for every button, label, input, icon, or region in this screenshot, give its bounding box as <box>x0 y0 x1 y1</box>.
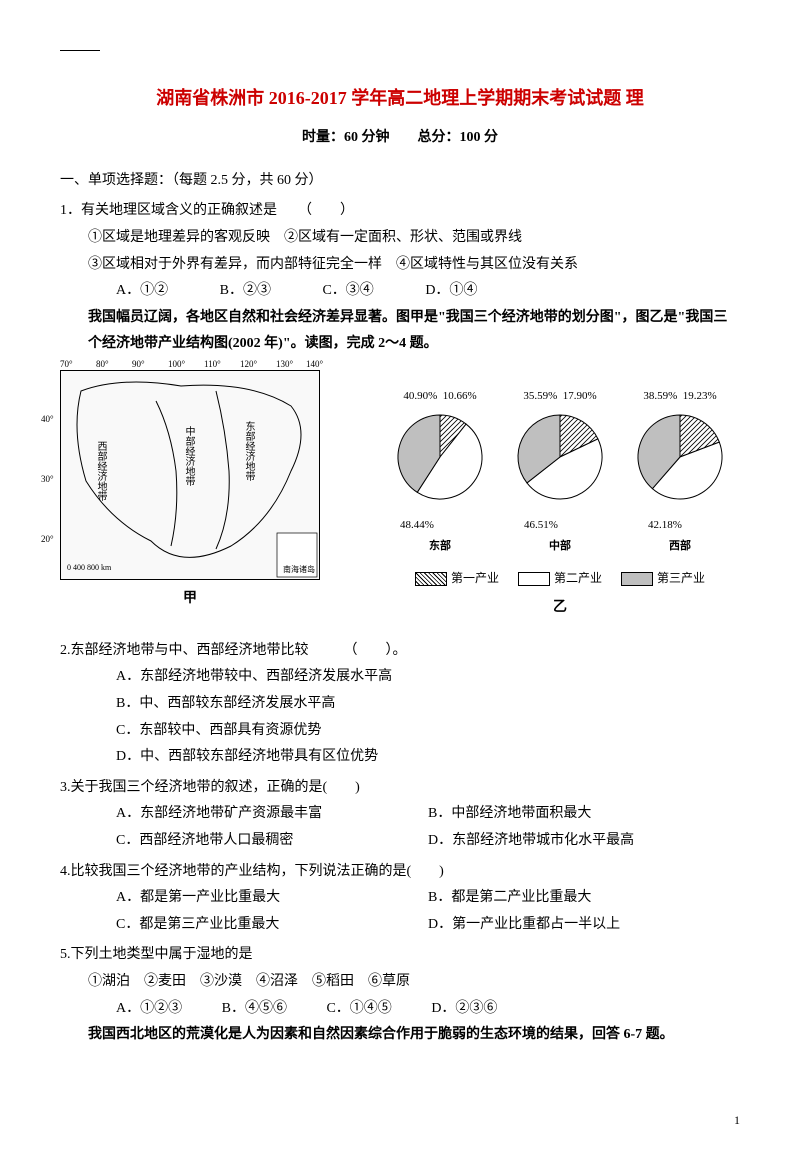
q4-D: D．第一产业比重都占一半以上 <box>428 912 740 939</box>
mid-p1-label: 17.90% <box>563 390 597 402</box>
pie-legend: 第一产业 第二产业 第三产业 <box>380 567 740 590</box>
header-line <box>60 50 100 51</box>
q2-B: B．中、西部较东部经济发展水平高 <box>60 691 740 718</box>
map-frame: 40° 30° 20° 西部经济地带 中部经济地带 东部经济地带 0 400 8… <box>60 370 320 580</box>
mid-p3-label: 35.59% <box>523 390 557 402</box>
intro-2-4: 我国幅员辽阔，各地区自然和社会经济差异显著。图甲是"我国三个经济地带的划分图"，… <box>60 305 740 358</box>
q4-row2: C．都是第三产业比重最大 D．第一产业比重都占一半以上 <box>60 912 740 939</box>
map-caption: 甲 <box>60 586 320 613</box>
q4-C: C．都是第三产业比重最大 <box>116 912 428 939</box>
q5-items: ①湖泊 ②麦田 ③沙漠 ④沼泽 ⑤稻田 ⑥草原 <box>60 969 740 996</box>
q2-A: A．东部经济地带较中、西部经济发展水平高 <box>60 664 740 691</box>
east-p3-label: 40.90% <box>403 390 437 402</box>
q4-stem: 4.比较我国三个经济地带的产业结构，下列说法正确的是( ) <box>60 859 740 886</box>
q5-stem: 5.下列土地类型中属于湿地的是 <box>60 942 740 969</box>
q4-B: B．都是第二产业比重最大 <box>428 885 740 912</box>
q2-D: D．中、西部较东部经济地带具有区位优势 <box>60 744 740 771</box>
east-name: 东部 <box>390 536 490 557</box>
q5-C: C．①④⑤ <box>326 996 391 1023</box>
q3-D: D．东部经济地带城市化水平最高 <box>428 828 740 855</box>
q2-C: C．东部较中、西部具有资源优势 <box>60 718 740 745</box>
section-header: 一、单项选择题：（每题 2.5 分，共 60 分） <box>60 168 740 195</box>
figures-row: 70° 80° 90° 100° 110° 120° 130° 140° 40°… <box>60 370 740 622</box>
legend-p1: 第一产业 <box>451 571 499 585</box>
east-p1-label: 10.66% <box>443 390 477 402</box>
map-east-label: 东部经济地带 <box>239 421 258 481</box>
legend-p2-swatch <box>518 572 550 586</box>
q3-A: A．东部经济地带矿产资源最丰富 <box>116 801 428 828</box>
page-number: 1 <box>60 1109 740 1132</box>
legend-p3-swatch <box>621 572 653 586</box>
pie-caption: 乙 <box>380 595 740 622</box>
east-p2-label: 48.44% <box>390 515 490 536</box>
west-p1-label: 19.23% <box>683 390 717 402</box>
intro-6-7: 我国西北地区的荒漠化是人为因素和自然因素综合作用于脆弱的生态环境的结果，回答 6… <box>60 1022 740 1049</box>
legend-p3: 第三产业 <box>657 571 705 585</box>
map-甲: 70° 80° 90° 100° 110° 120° 130° 140° 40°… <box>60 370 320 613</box>
pie-east: 40.90% 10.66% 48.44% 东部 <box>390 386 490 557</box>
page-subtitle: 时量：60 分钟 总分：100 分 <box>60 125 740 152</box>
q4-A: A．都是第一产业比重最大 <box>116 885 428 912</box>
mid-p2-label: 46.51% <box>510 515 610 536</box>
q3-row1: A．东部经济地带矿产资源最丰富 B．中部经济地带面积最大 <box>60 801 740 828</box>
q5-A: A．①②③ <box>116 996 182 1023</box>
q3-B: B．中部经济地带面积最大 <box>428 801 740 828</box>
west-name: 西部 <box>630 536 730 557</box>
q5-D: D．②③⑥ <box>431 996 497 1023</box>
west-p2-label: 42.18% <box>630 515 730 536</box>
q2-stem: 2.东部经济地带与中、西部经济地带比较 （ ）。 <box>60 638 740 665</box>
q1-stem: 1．有关地理区域含义的正确叙述是 （ ） <box>60 198 740 225</box>
q1-line1: ①区域是地理差异的客观反映 ②区域有一定面积、形状、范围或界线 <box>60 225 740 252</box>
q3-C: C．西部经济地带人口最稠密 <box>116 828 428 855</box>
map-scale: 0 400 800 km <box>67 560 111 575</box>
lat-40: 40° <box>41 411 54 428</box>
pie-charts-乙: 40.90% 10.66% 48.44% 东部 35.59% 17.90% 46… <box>380 386 740 622</box>
map-west-label: 西部经济地带 <box>91 441 110 501</box>
q1-optA: A．①② <box>116 278 168 305</box>
q5-B: B．④⑤⑥ <box>222 996 287 1023</box>
pie-mid: 35.59% 17.90% 46.51% 中部 <box>510 386 610 557</box>
q1-options: A．①② B．②③ C．③④ D．①④ <box>60 278 740 305</box>
q1-optD: D．①④ <box>425 278 477 305</box>
legend-p2: 第二产业 <box>554 571 602 585</box>
lat-30: 30° <box>41 471 54 488</box>
mid-name: 中部 <box>510 536 610 557</box>
q4-row1: A．都是第一产业比重最大 B．都是第二产业比重最大 <box>60 885 740 912</box>
pie-east-svg <box>390 407 490 507</box>
pie-west: 38.59% 19.23% 42.18% 西部 <box>630 386 730 557</box>
q3-row2: C．西部经济地带人口最稠密 D．东部经济地带城市化水平最高 <box>60 828 740 855</box>
west-p3-label: 38.59% <box>643 390 677 402</box>
q1-line2: ③区域相对于外界有差异，而内部特征完全一样 ④区域特性与其区位没有关系 <box>60 252 740 279</box>
q5-options: A．①②③ B．④⑤⑥ C．①④⑤ D．②③⑥ <box>60 996 740 1023</box>
q1-optB: B．②③ <box>220 278 271 305</box>
pie-west-svg <box>630 407 730 507</box>
page-title: 湖南省株洲市 2016-2017 学年高二地理上学期期末考试试题 理 <box>60 81 740 115</box>
lat-20: 20° <box>41 531 54 548</box>
q3-stem: 3.关于我国三个经济地带的叙述，正确的是( ) <box>60 775 740 802</box>
legend-p1-swatch <box>415 572 447 586</box>
map-mid-label: 中部经济地带 <box>179 426 198 486</box>
pie-mid-svg <box>510 407 610 507</box>
map-nanhai: 南海诸岛 <box>283 562 315 577</box>
q1-optC: C．③④ <box>322 278 373 305</box>
